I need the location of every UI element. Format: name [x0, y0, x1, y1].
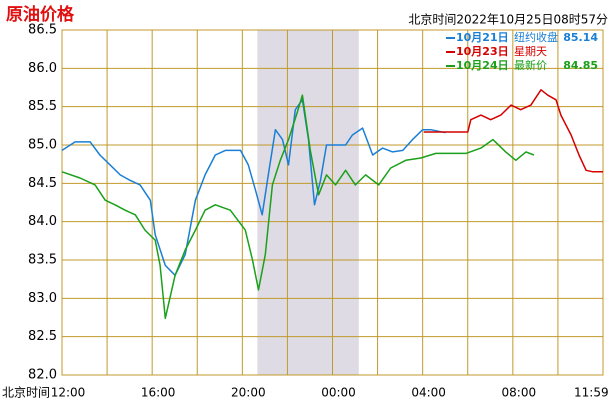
- series-line: [61, 94, 535, 320]
- series-line: [61, 99, 446, 277]
- legend-note: 星期天: [514, 45, 547, 58]
- shaded-range: [257, 30, 359, 375]
- x-tick-label: 20:00: [231, 386, 266, 400]
- x-tick-label: 16:00: [141, 386, 176, 400]
- y-tick-label: 83.5: [28, 253, 57, 268]
- legend-name: 10月24日: [456, 59, 509, 72]
- y-tick-label: 86.0: [28, 61, 57, 76]
- x-tick-label: 08:00: [502, 386, 537, 400]
- x-tick-label: 00:00: [321, 386, 356, 400]
- y-tick-label: 85.5: [28, 99, 57, 114]
- x-axis-label: 北京时间: [2, 386, 50, 400]
- x-tick-label: 04:00: [411, 386, 446, 400]
- y-tick-label: 82.0: [28, 368, 57, 383]
- plot-frame: [61, 29, 604, 376]
- y-tick-label: 84.0: [28, 214, 57, 229]
- legend-name: 10月21日: [456, 31, 509, 44]
- y-tick-label: 84.5: [28, 176, 57, 191]
- legend-value: 84.85: [563, 59, 598, 72]
- y-tick-label: 83.0: [28, 291, 57, 306]
- y-tick-label: 85.0: [28, 138, 57, 153]
- chart-title: 原油价格: [6, 4, 75, 25]
- series-line: [423, 89, 603, 173]
- y-tick-label: 86.5: [28, 23, 57, 38]
- legend-note: 纽约收盘: [514, 30, 558, 44]
- x-tick-label: 11:59: [574, 386, 609, 400]
- subtitle: 北京时间2022年10月25日08时57分: [408, 13, 608, 27]
- legend-value: 85.14: [563, 31, 598, 44]
- legend-name: 10月23日: [456, 45, 509, 58]
- legend-note: 最新价: [514, 58, 547, 72]
- x-tick-label: 12:00: [51, 386, 86, 400]
- y-tick-label: 82.5: [28, 329, 57, 344]
